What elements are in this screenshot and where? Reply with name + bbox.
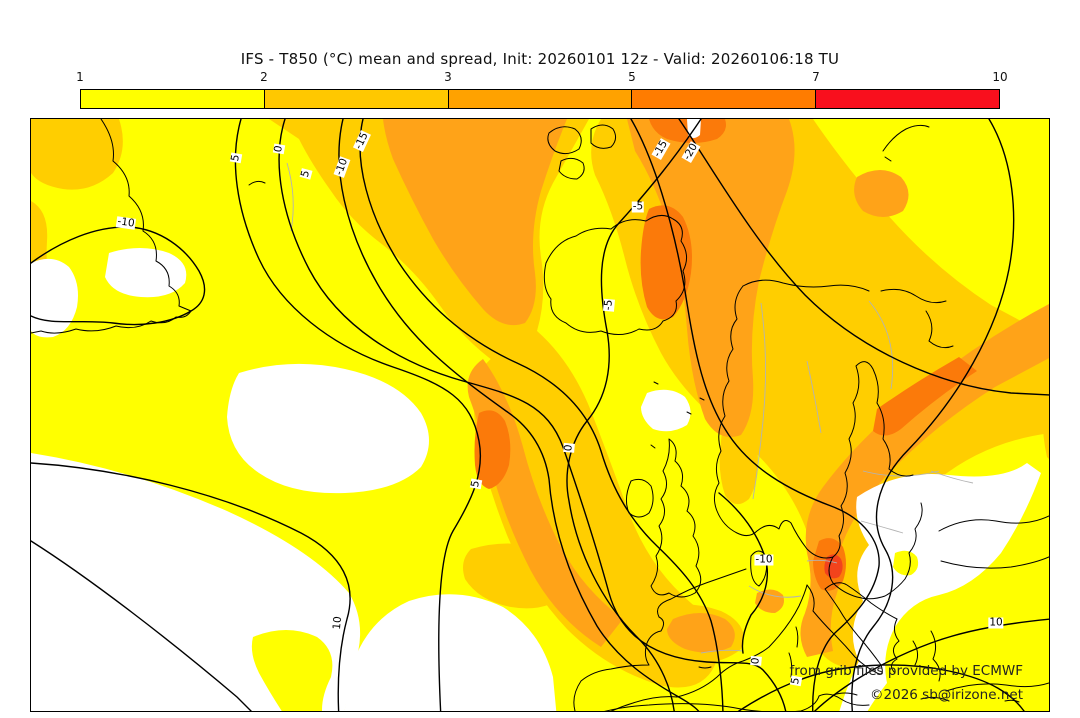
coast-north-africa bbox=[604, 693, 870, 711]
spread-layer-yellow-patches bbox=[251, 550, 1042, 711]
contour-label: 0 bbox=[562, 443, 575, 453]
coast-turkey bbox=[930, 630, 1049, 703]
colorbar-segment bbox=[448, 90, 633, 108]
colorbar-segment bbox=[264, 90, 449, 108]
coastlines bbox=[31, 119, 1049, 711]
colorbar-segment bbox=[632, 90, 817, 108]
coast-greenland bbox=[31, 119, 192, 334]
contour-label: -5 bbox=[631, 200, 645, 213]
coast-med-islands bbox=[698, 626, 858, 696]
colorbar-segment bbox=[816, 90, 999, 108]
coast-svalbard bbox=[547, 124, 617, 180]
colorbar-tick: 7 bbox=[812, 70, 820, 84]
contour-label: 5 bbox=[229, 152, 243, 164]
spread-layer-dark-orange bbox=[474, 119, 977, 591]
colorbar-segment bbox=[81, 90, 265, 108]
colorbar-tick: 3 bbox=[444, 70, 452, 84]
coast-islands-north bbox=[650, 381, 705, 449]
contour-label: -10 bbox=[754, 553, 774, 566]
coast-jan-mayen bbox=[248, 180, 266, 186]
mean-contours bbox=[31, 119, 1049, 711]
coast-great-britain bbox=[650, 438, 702, 598]
colorbar-tick: 5 bbox=[628, 70, 636, 84]
contour-label: 0 bbox=[749, 656, 762, 666]
coast-ireland bbox=[625, 478, 654, 518]
coast-france-iberia bbox=[573, 568, 808, 711]
attribution-copyright: ©2026 sb@irizone.net bbox=[870, 687, 1023, 703]
coast-lapland bbox=[742, 279, 870, 292]
map-canvas bbox=[31, 119, 1049, 711]
colorbar-tick: 1 bbox=[76, 70, 84, 84]
colorbar-tick: 2 bbox=[260, 70, 268, 84]
country-borders bbox=[286, 162, 974, 654]
contour-label: 10 bbox=[988, 616, 1004, 629]
coast-baltic-south bbox=[828, 502, 923, 600]
contour-label: 10 bbox=[330, 614, 345, 632]
coast-scandinavia bbox=[713, 285, 914, 559]
colorbar-tick: 10 bbox=[992, 70, 1008, 84]
contour-label: 0 bbox=[272, 143, 286, 155]
chart-title: IFS - T850 (°C) mean and spread, Init: 2… bbox=[240, 50, 840, 68]
coast-denmark bbox=[750, 550, 768, 587]
contour-label: -5 bbox=[602, 298, 616, 312]
map-area: -10 5 0 5 -10 -15 -5 -15 -20 -5 0 5 10 -10 0 5 10 from g… bbox=[30, 118, 1050, 712]
colorbar-legend bbox=[80, 89, 1000, 109]
coast-white-sea bbox=[880, 288, 954, 349]
coast-italy bbox=[806, 582, 898, 675]
contour-label: 5 bbox=[469, 478, 483, 490]
coast-black-sea bbox=[938, 515, 1049, 569]
attribution-ecmwf: from grib files provided by ECMWF bbox=[789, 663, 1023, 679]
coast-novaya-zemlya bbox=[882, 124, 930, 162]
